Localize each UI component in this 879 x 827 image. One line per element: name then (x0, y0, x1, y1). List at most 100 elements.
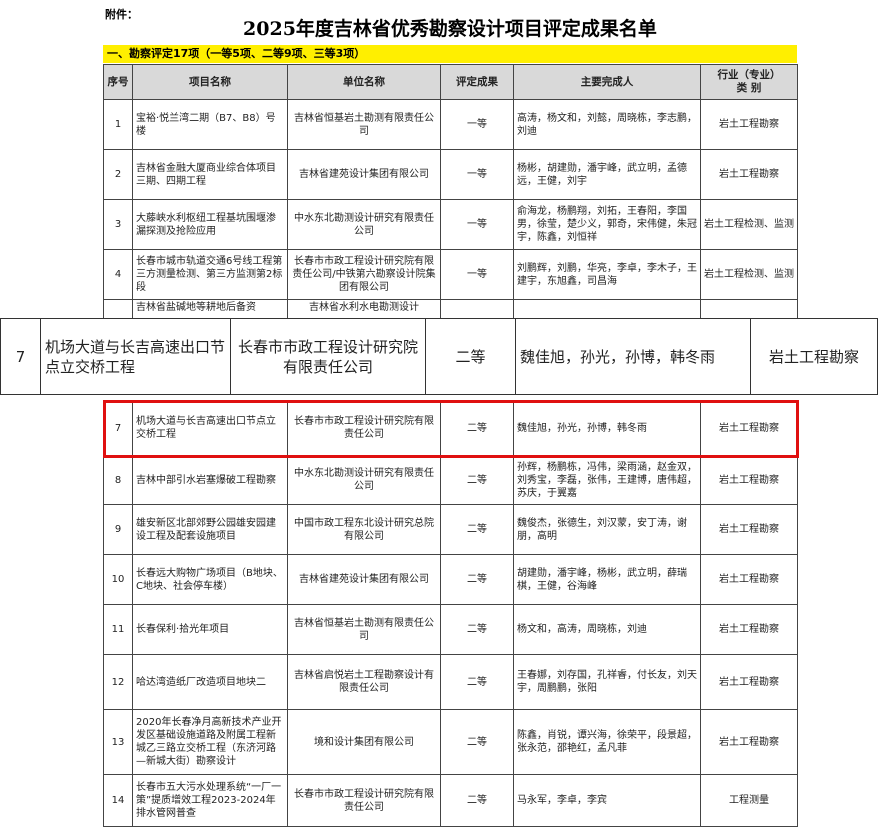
grade (440, 299, 514, 318)
category: 岩土工程检测、监测 (700, 199, 798, 250)
grade: 二等 (425, 318, 516, 395)
grade: 一等 (440, 199, 514, 250)
project-name: 雄安新区北部郊野公园雄安园建设工程及配套设施项目 (132, 504, 288, 555)
seq: 13 (103, 709, 133, 775)
column-header: 单位名称 (287, 64, 441, 100)
project-name: 哈达湾造纸厂改造项目地块二 (132, 654, 288, 710)
unit-name: 中水东北勘测设计研究有限责任公司 (287, 455, 441, 505)
unit-name: 长春市市政工程设计研究院有限责任公司 (287, 774, 441, 827)
members (513, 299, 701, 318)
category: 岩土工程勘察 (700, 709, 798, 775)
table-top-wrap: 序号 项目名称 单位名称 评定成果 主要完成人 行业（专业） 类 别 1 宝裕·悦兰湾二期（B… (103, 64, 799, 318)
table-row-partial: 吉林省盐碱地等耕地后备资 吉林省水利水电勘测设计 (103, 299, 798, 318)
members: 胡建勋，潘宇峰，杨彬，武立明，薛瑞棋，王健，谷海峰 (513, 554, 701, 605)
column-header: 项目名称 (132, 64, 288, 100)
table-row: 9 雄安新区北部郊野公园雄安园建设工程及配套设施项目 中国市政工程东北设计研究总院有… (103, 504, 798, 555)
attachment: 附件： (105, 8, 138, 21)
grade: 二等 (440, 554, 514, 605)
members: 杨文和，高涛，周晓栋，刘迪 (513, 604, 701, 655)
column-header: 行业（专业） 类 别 (700, 64, 798, 100)
unit-name: 吉林省建苑设计集团有限公司 (287, 149, 441, 200)
unit-name: 吉林省建苑设计集团有限公司 (287, 554, 441, 605)
members: 马永军，李卓，李宾 (513, 774, 701, 827)
seq: 14 (103, 774, 133, 827)
members: 王春娜，刘存国，孔祥睿，付长友，刘天宇，周鹏鹏，张阳 (513, 654, 701, 710)
unit-name: 中国市政工程东北设计研究总院有限公司 (287, 504, 441, 555)
table-row: 3 大藤峡水利枢纽工程基坑围堰渗漏探测及抢险应用 中水东北勘测设计研究有限责任公司一… (103, 199, 798, 250)
title: 2025年度吉林省优秀勘察设计项目评定成果名单 (243, 18, 657, 40)
table-row: 7 机场大道与长吉高速出口节点立交桥工程 长春市市政工程设计研究院有限责任公司 二等魏… (103, 400, 798, 456)
column-header: 序号 (103, 64, 133, 100)
project-name: 大藤峡水利枢纽工程基坑围堰渗漏探测及抢险应用 (132, 199, 288, 250)
seq: 3 (103, 199, 133, 250)
unit-name: 吉林省恒基岩土勘测有限责任公司 (287, 604, 441, 655)
members: 刘鹏辉，刘鹏，华亮，李卓，李木子，王建宇，东旭鑫，司昌海 (513, 249, 701, 300)
seq: 2 (103, 149, 133, 200)
zoom-row: 7 机场大道与长吉高速出口节点立交桥工程 长春市市政工程设计研究院有限责任公司 二等魏… (0, 318, 878, 395)
project-name: 吉林中部引水岩塞爆破工程勘察 (132, 455, 288, 505)
zoom-table: 7 机场大道与长吉高速出口节点立交桥工程 长春市市政工程设计研究院有限责任公司 二等魏… (0, 318, 878, 395)
zoom-overlay: 7 机场大道与长吉高速出口节点立交桥工程 长春市市政工程设计研究院有限责任公司 二等魏… (0, 318, 879, 395)
table-row: 10 长春远大购物广场项目（B地块、C地块、社会停车楼） 吉林省建苑设计集团有限公司… (103, 554, 798, 605)
table-bottom: 7 机场大道与长吉高速出口节点立交桥工程 长春市市政工程设计研究院有限责任公司 二等魏… (103, 400, 798, 827)
unit-name: 长春市市政工程设计研究院有限责任公司 (230, 318, 426, 395)
members: 孙辉，杨鹏栋，冯伟，梁雨涵，赵金双，刘秀宝，李磊，张伟，王建博，唐伟超，苏庆，于… (513, 455, 701, 505)
seq: 12 (103, 654, 133, 710)
grade: 二等 (440, 774, 514, 827)
grade: 一等 (440, 99, 514, 150)
grade: 二等 (440, 654, 514, 710)
table-row: 2 吉林省金融大厦商业综合体项目三期、四期工程 吉林省建苑设计集团有限公司 一等 杨彬，… (103, 149, 798, 200)
category: 岩土工程勘察 (700, 654, 798, 710)
project-name: 长春保利·拾光年项目 (132, 604, 288, 655)
unit-name: 吉林省水利水电勘测设计 (287, 299, 441, 318)
highlight-box (103, 400, 799, 458)
grade: 二等 (440, 709, 514, 775)
unit-name: 中水东北勘测设计研究有限责任公司 (287, 199, 441, 250)
table-row: 12 哈达湾造纸厂改造项目地块二 吉林省启悦岩土工程勘察设计有限责任公司 二等 王春娜，… (103, 654, 798, 710)
seq (103, 299, 133, 318)
table-row: 4 长春市城市轨道交通6号线工程第三方测量检测、第三方监测第2标段 长春市市政工程设… (103, 249, 798, 300)
table-row: 13 2020年长春净月高新技术产业开发区基础设施道路及附属工程新城乙三路立交桥工… (103, 709, 798, 775)
project-name: 机场大道与长吉高速出口节点立交桥工程 (40, 318, 231, 395)
project-name: 长春市五大污水处理系统“一厂一策”提质增效工程2023-2024年排水管网普查 (132, 774, 288, 827)
column-header: 主要完成人 (513, 64, 701, 100)
header-row: 序号 项目名称 单位名称 评定成果 主要完成人 行业（专业） 类 别 (103, 64, 798, 100)
unit-name: 吉林省启悦岩土工程勘察设计有限责任公司 (287, 654, 441, 710)
members: 陈鑫，肖锐，谭兴海，徐荣平，段景超，张永范，邵艳红，孟凡菲 (513, 709, 701, 775)
category: 岩土工程勘察 (700, 455, 798, 505)
project-name: 机场大道与长吉高速出口节点立交桥工程 (132, 400, 288, 456)
seq: 1 (103, 99, 133, 150)
seq: 10 (103, 554, 133, 605)
unit-name: 长春市市政工程设计研究院有限责任公司 (287, 400, 441, 456)
unit-name: 吉林省恒基岩土勘测有限责任公司 (287, 99, 441, 150)
column-header: 评定成果 (440, 64, 514, 100)
category: 岩土工程勘察 (750, 318, 878, 395)
members: 俞海龙，杨鹏翔，刘拓，王春阳，李国男，徐莹，楚少义，郭奇，宋伟健，朱冠宇，陈鑫，… (513, 199, 701, 250)
seq: 8 (103, 455, 133, 505)
project-name: 吉林省金融大厦商业综合体项目三期、四期工程 (132, 149, 288, 200)
members: 魏佳旭，孙光，孙博，韩冬雨 (515, 318, 751, 395)
category: 岩土工程勘察 (700, 554, 798, 605)
category: 岩土工程勘察 (700, 604, 798, 655)
table-row: 11 长春保利·拾光年项目 吉林省恒基岩土勘测有限责任公司 二等 杨文和，高涛，周晓栋，… (103, 604, 798, 655)
table-row: 8 吉林中部引水岩塞爆破工程勘察 中水东北勘测设计研究有限责任公司 二等 孙辉，杨鹏栋，… (103, 455, 798, 505)
section-band: 一、勘察评定17项（一等5项、二等9项、三等3项） (103, 45, 797, 63)
seq: 11 (103, 604, 133, 655)
grade: 二等 (440, 504, 514, 555)
grade: 二等 (440, 604, 514, 655)
project-name: 长春市城市轨道交通6号线工程第三方测量检测、第三方监测第2标段 (132, 249, 288, 300)
project-name: 吉林省盐碱地等耕地后备资 (132, 299, 288, 318)
grade: 一等 (440, 149, 514, 200)
seq: 4 (103, 249, 133, 300)
unit-name: 长春市市政工程设计研究院有限责任公司/中铁第六勘察设计院集团有限公司 (287, 249, 441, 300)
table-row: 1 宝裕·悦兰湾二期（B7、B8）号楼 吉林省恒基岩土勘测有限责任公司 一等 高涛，杨文… (103, 99, 798, 150)
members: 杨彬，胡建勋，潘宇峰，武立明，孟德远，王健，刘宇 (513, 149, 701, 200)
members: 高涛，杨文和，刘懿，周晓栋，李志鹏，刘迪 (513, 99, 701, 150)
category: 岩土工程勘察 (700, 99, 798, 150)
table-bottom-wrap: 7 机场大道与长吉高速出口节点立交桥工程 长春市市政工程设计研究院有限责任公司 二等魏… (103, 400, 799, 827)
unit-name: 境和设计集团有限公司 (287, 709, 441, 775)
members: 魏俊杰，张德生，刘汉蒙，安丁涛，谢朋，高明 (513, 504, 701, 555)
project-name: 宝裕·悦兰湾二期（B7、B8）号楼 (132, 99, 288, 150)
seq: 9 (103, 504, 133, 555)
grade: 二等 (440, 455, 514, 505)
